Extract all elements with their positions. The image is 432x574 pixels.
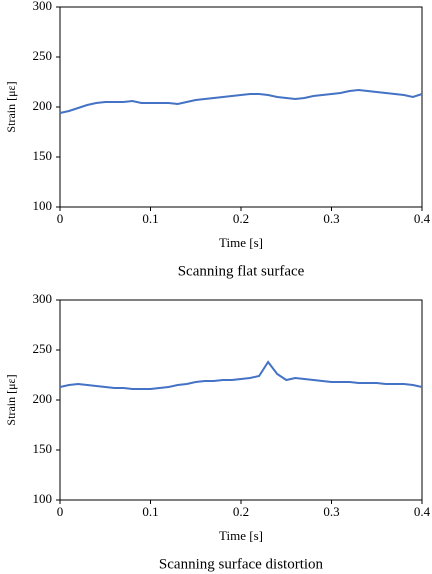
plot-frame (59, 6, 423, 208)
x-tick-label: 0 (57, 211, 64, 226)
x-tick-label: 0.1 (142, 211, 158, 226)
x-tick-label: 0.3 (323, 211, 339, 226)
x-tick-label: 0.1 (142, 504, 158, 519)
data-line (59, 360, 423, 390)
x-tick-label: 0 (57, 504, 64, 519)
y-tick-label: 200 (33, 98, 53, 113)
y-tick-label: 300 (33, 0, 53, 13)
y-axis-label: Strain [με] (4, 81, 18, 132)
y-tick-label: 200 (33, 391, 53, 406)
x-tick-label: 0.3 (323, 504, 339, 519)
y-tick-label: 250 (33, 48, 53, 63)
y-tick-label: 150 (33, 441, 53, 456)
caption: Scanning flat surface (178, 263, 305, 279)
x-tick-label: 0.4 (414, 211, 431, 226)
x-tick-label: 0.2 (233, 504, 249, 519)
caption: Scanning surface distortion (159, 556, 324, 572)
y-tick-label: 150 (33, 148, 53, 163)
x-tick-label: 0.2 (233, 211, 249, 226)
y-tick-label: 100 (33, 198, 53, 213)
x-axis-label: Time [s] (219, 235, 263, 250)
x-tick-label: 0.4 (414, 504, 431, 519)
y-tick-label: 250 (33, 341, 53, 356)
data-line (59, 88, 423, 114)
x-axis-label: Time [s] (219, 528, 263, 543)
y-tick-label: 100 (33, 491, 53, 506)
plot-frame (59, 299, 423, 501)
y-axis-label: Strain [με] (4, 374, 18, 425)
y-tick-label: 300 (33, 291, 53, 306)
